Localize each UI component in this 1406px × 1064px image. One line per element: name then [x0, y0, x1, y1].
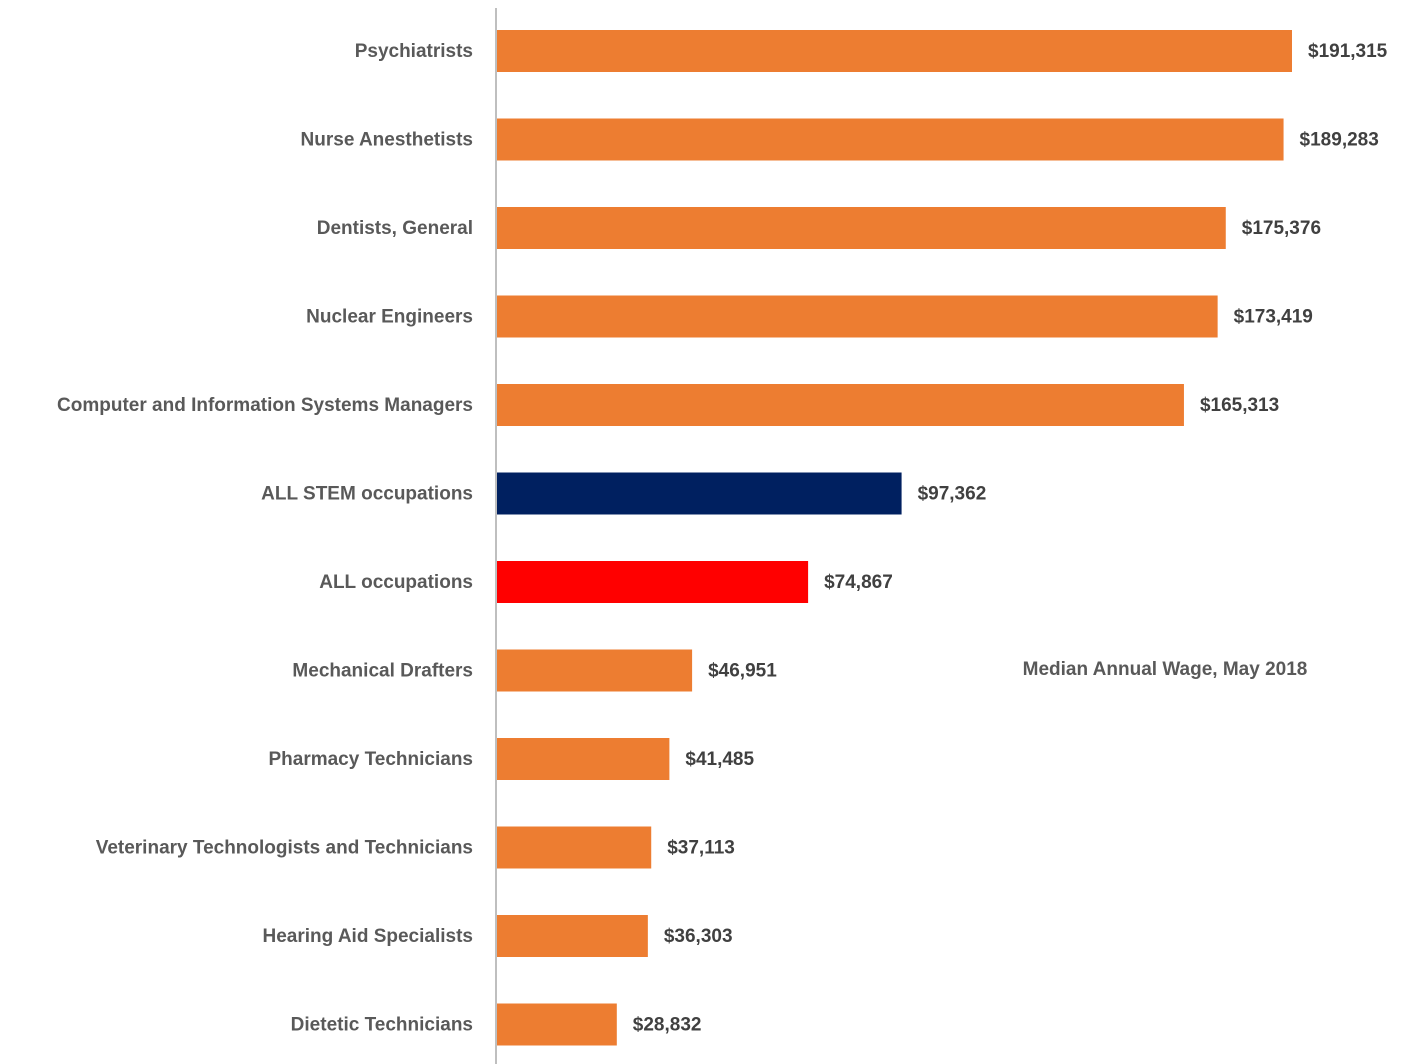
- bar: [497, 738, 670, 780]
- bar: [497, 561, 809, 603]
- value-label: $191,315: [1308, 41, 1388, 62]
- bar: [497, 295, 1218, 338]
- value-label: $173,419: [1234, 307, 1313, 328]
- value-label: $36,303: [664, 926, 733, 947]
- value-label: $97,362: [918, 484, 987, 505]
- bar: [497, 118, 1284, 161]
- annotation: Median Annual Wage, May 2018: [1023, 659, 1308, 680]
- category-label: Computer and Information Systems Manager…: [57, 395, 473, 416]
- value-label: $175,376: [1242, 218, 1321, 239]
- category-label: Pharmacy Technicians: [268, 749, 473, 770]
- bar: [497, 1003, 617, 1046]
- category-label: ALL occupations: [319, 572, 473, 593]
- value-label: $41,485: [685, 749, 754, 770]
- bar: [497, 207, 1226, 249]
- category-label: Hearing Aid Specialists: [263, 926, 473, 947]
- category-label: Veterinary Technologists and Technicians: [96, 838, 473, 859]
- category-label: Dentists, General: [317, 218, 473, 239]
- category-label: Mechanical Drafters: [292, 661, 473, 682]
- value-label: $46,951: [708, 661, 777, 682]
- bar: [497, 472, 902, 515]
- category-label: Nurse Anesthetists: [301, 130, 473, 151]
- value-label: $189,283: [1300, 130, 1379, 151]
- bar: [497, 649, 693, 692]
- value-label: $165,313: [1200, 395, 1279, 416]
- value-label: $37,113: [667, 838, 735, 859]
- category-label: Psychiatrists: [355, 41, 473, 62]
- category-label: Dietetic Technicians: [291, 1015, 473, 1036]
- bar: [497, 384, 1184, 426]
- bar: [497, 30, 1292, 72]
- bar: [497, 826, 652, 869]
- value-label: $28,832: [633, 1015, 702, 1036]
- value-label: $74,867: [824, 572, 893, 593]
- category-label: Nuclear Engineers: [306, 307, 473, 328]
- bar: [497, 915, 648, 957]
- category-label: ALL STEM occupations: [261, 484, 473, 505]
